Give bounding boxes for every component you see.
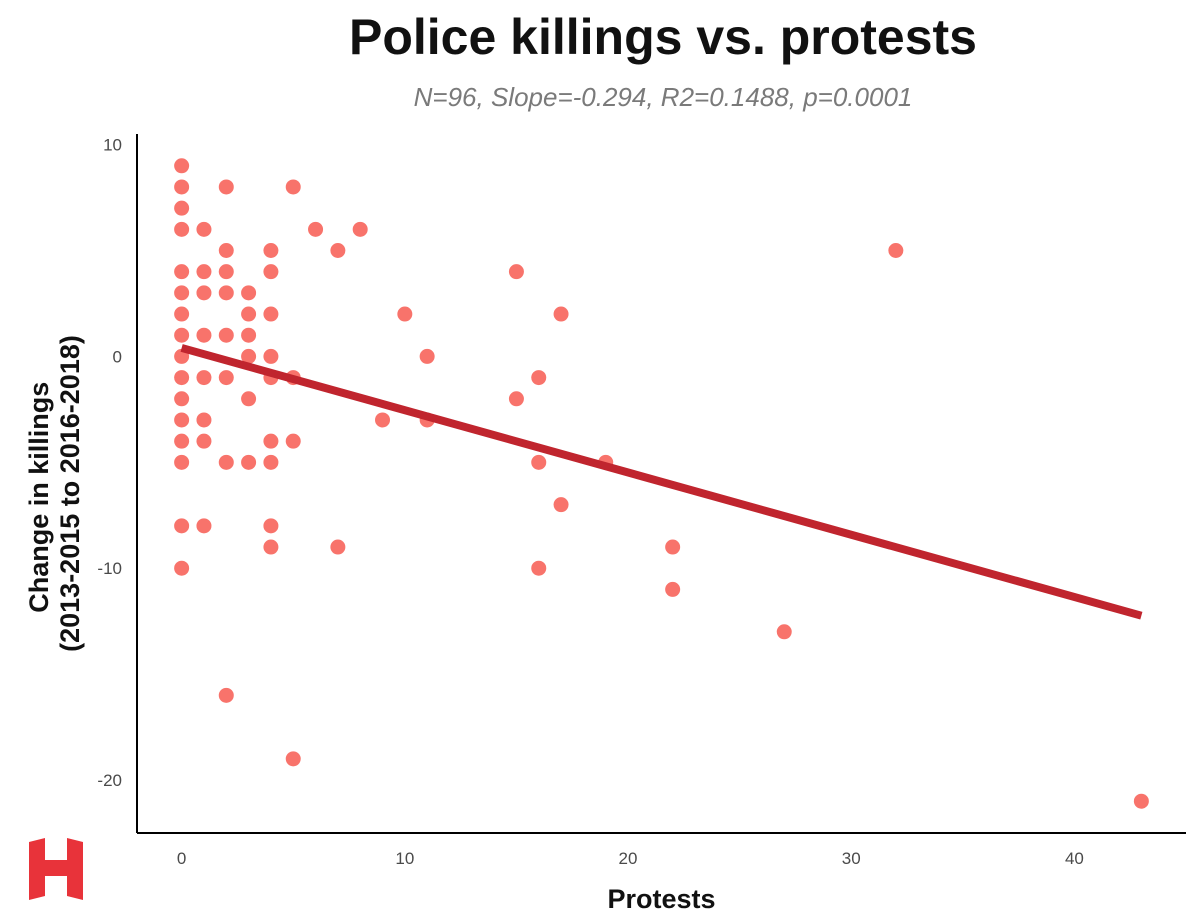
data-point: [218, 454, 234, 470]
data-point: [241, 348, 257, 364]
data-point: [375, 412, 391, 428]
y-tick-label: 10: [103, 136, 122, 155]
data-point: [174, 200, 190, 216]
y-tick-label: -20: [97, 771, 122, 790]
data-point: [174, 370, 190, 386]
data-point: [196, 370, 212, 386]
data-point: [196, 221, 212, 237]
data-point: [174, 158, 190, 174]
data-point: [241, 306, 257, 322]
data-point: [888, 243, 904, 258]
data-point: [196, 264, 212, 280]
y-axis-ticks: 10 0 -10 -20: [97, 136, 122, 790]
data-point: [241, 454, 257, 470]
data-point: [174, 560, 190, 576]
data-point: [352, 221, 368, 237]
data-point: [218, 285, 234, 301]
data-point: [531, 560, 547, 576]
data-point: [174, 433, 190, 449]
data-point: [776, 624, 792, 640]
x-tick-label: 0: [177, 849, 186, 868]
chart-title: Police killings vs. protests: [348, 9, 977, 65]
data-point: [553, 306, 569, 322]
h-logo-icon: [29, 838, 83, 900]
data-point: [241, 285, 257, 301]
y-tick-label: -10: [97, 559, 122, 578]
data-point: [285, 179, 301, 195]
data-point: [174, 306, 190, 322]
data-point: [285, 433, 301, 449]
data-point: [218, 264, 234, 280]
data-point: [263, 264, 279, 280]
x-tick-label: 10: [395, 849, 414, 868]
data-point: [508, 264, 524, 280]
data-point: [263, 433, 279, 449]
data-point: [218, 327, 234, 343]
data-point: [174, 327, 190, 343]
data-point: [174, 518, 190, 534]
data-point: [553, 497, 569, 513]
data-point: [241, 327, 257, 343]
y-axis-title-line-1: Change in killings: [24, 382, 54, 613]
data-point: [196, 412, 212, 428]
data-point: [531, 370, 547, 386]
data-point: [1133, 793, 1149, 809]
data-point: [174, 264, 190, 280]
data-point: [263, 243, 279, 258]
data-point: [241, 391, 257, 407]
chart-subtitle: N=96, Slope=-0.294, R2=0.1488, p=0.0001: [413, 82, 913, 112]
data-point: [218, 179, 234, 195]
data-point: [218, 687, 234, 703]
data-point: [263, 454, 279, 470]
data-point: [397, 306, 413, 322]
data-point: [174, 221, 190, 237]
data-point: [196, 433, 212, 449]
data-point: [508, 391, 524, 407]
x-axis-title: Protests: [607, 884, 715, 914]
data-point: [263, 518, 279, 534]
data-point: [330, 539, 346, 555]
data-point: [218, 243, 234, 258]
data-point: [308, 221, 324, 237]
data-point: [196, 327, 212, 343]
data-point: [263, 306, 279, 322]
data-point: [285, 751, 301, 767]
data-point: [174, 179, 190, 195]
y-axis-title: Change in killings (2013-2015 to 2016-20…: [24, 335, 85, 652]
trend-line: [180, 344, 1143, 620]
data-point: [174, 454, 190, 470]
data-point: [196, 285, 212, 301]
x-tick-label: 20: [619, 849, 638, 868]
data-point: [330, 243, 346, 258]
x-axis-ticks: 0 10 20 30 40: [177, 849, 1084, 868]
data-point: [665, 539, 681, 555]
data-point: [174, 412, 190, 428]
y-axis-title-line-2: (2013-2015 to 2016-2018): [55, 335, 85, 652]
data-point: [218, 370, 234, 386]
data-point: [196, 518, 212, 534]
x-tick-label: 30: [842, 849, 861, 868]
x-tick-label: 40: [1065, 849, 1084, 868]
data-point: [665, 581, 681, 597]
data-point: [174, 285, 190, 301]
data-point: [263, 348, 279, 364]
data-point: [419, 348, 435, 364]
data-point: [174, 391, 190, 407]
data-point: [531, 454, 547, 470]
data-point: [263, 539, 279, 555]
y-tick-label: 0: [113, 347, 122, 366]
